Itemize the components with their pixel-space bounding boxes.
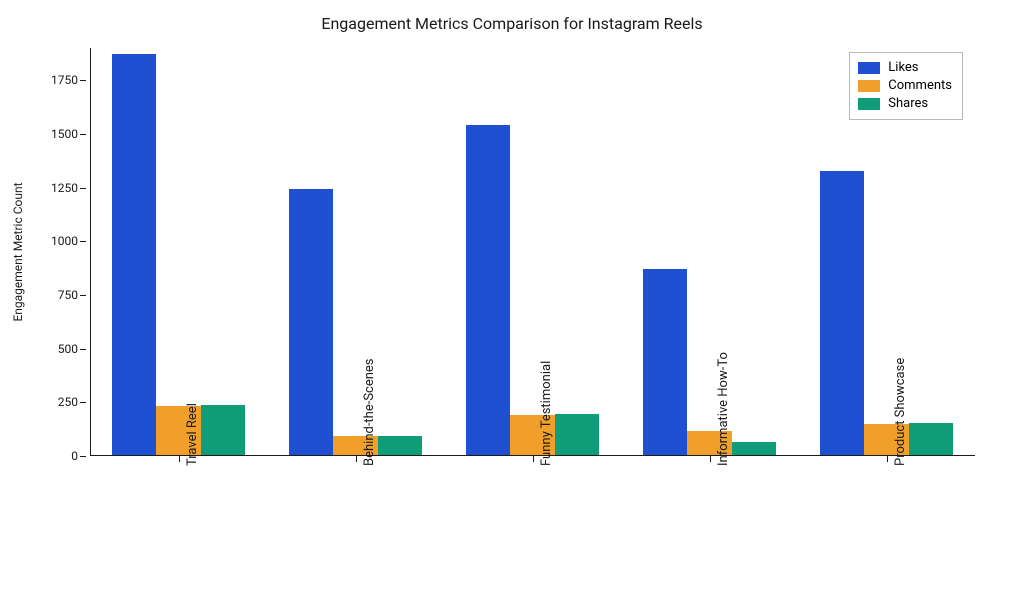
x-tick-label: Travel Reel: [185, 403, 200, 466]
y-tick-label: 1500: [51, 127, 78, 141]
x-tick: [356, 456, 357, 462]
chart-title: Engagement Metrics Comparison for Instag…: [0, 14, 1024, 33]
y-tick: [80, 134, 86, 135]
legend: LikesCommentsShares: [849, 52, 963, 120]
bar-shares: [201, 405, 245, 456]
y-tick-label: 1250: [51, 181, 78, 195]
x-tick: [179, 456, 180, 462]
x-tick-label: Product Showcase: [893, 358, 908, 466]
y-tick: [80, 456, 86, 457]
chart-container: Engagement Metrics Comparison for Instag…: [0, 0, 1024, 614]
legend-item: Likes: [858, 59, 952, 77]
bar-likes: [643, 269, 687, 456]
x-tick: [533, 456, 534, 462]
x-tick: [710, 456, 711, 462]
y-tick: [80, 349, 86, 350]
bar-likes: [112, 54, 156, 456]
legend-swatch: [858, 80, 880, 92]
x-tick-label: Informative How-To: [716, 352, 731, 466]
legend-swatch: [858, 98, 880, 110]
bar-likes: [289, 189, 333, 456]
bar-shares: [732, 442, 776, 456]
legend-item: Comments: [858, 77, 952, 95]
y-tick: [80, 188, 86, 189]
x-tick: [887, 456, 888, 462]
plot-area: 02505007501000125015001750 Travel ReelBe…: [90, 48, 975, 456]
y-tick: [80, 402, 86, 403]
y-tick-label: 1000: [51, 234, 78, 248]
legend-label: Comments: [888, 77, 952, 95]
bar-shares: [555, 414, 599, 456]
y-tick: [80, 241, 86, 242]
legend-label: Shares: [888, 95, 928, 113]
x-tick-label: Funny Testimonial: [539, 361, 554, 466]
bars-layer: [90, 48, 975, 456]
y-tick-label: 1750: [51, 73, 78, 87]
y-tick-label: 250: [58, 395, 78, 409]
y-tick: [80, 80, 86, 81]
legend-swatch: [858, 62, 880, 74]
legend-label: Likes: [888, 59, 918, 77]
y-tick-label: 0: [71, 449, 78, 463]
bar-likes: [820, 171, 864, 456]
bar-likes: [466, 125, 510, 456]
x-tick-label: Behind-the-Scenes: [362, 358, 377, 466]
y-tick-label: 500: [58, 342, 78, 356]
y-tick-label: 750: [58, 288, 78, 302]
bar-shares: [378, 436, 422, 456]
y-tick: [80, 295, 86, 296]
bar-shares: [909, 423, 953, 456]
legend-item: Shares: [858, 95, 952, 113]
